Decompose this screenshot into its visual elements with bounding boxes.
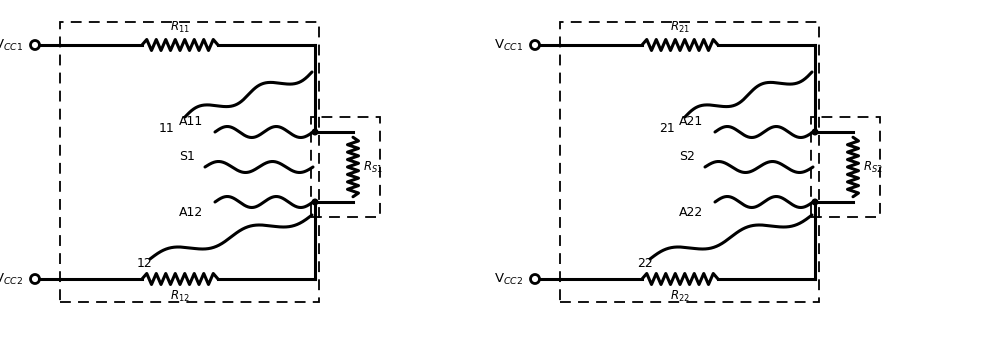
Bar	[311, 117, 380, 217]
Text: S2: S2	[679, 150, 695, 163]
Text: A22: A22	[679, 206, 703, 219]
Text: V$_{CC2}$: V$_{CC2}$	[494, 272, 523, 287]
Text: A12: A12	[179, 206, 203, 219]
Text: V$_{CC1}$: V$_{CC1}$	[494, 38, 523, 53]
Text: A11: A11	[179, 115, 203, 128]
Text: V$_{CC1}$: V$_{CC1}$	[0, 38, 23, 53]
Bar	[811, 117, 880, 217]
Text: 22: 22	[637, 257, 653, 270]
Text: R$_{S2}$: R$_{S2}$	[863, 159, 883, 174]
Text: R$_{22}$: R$_{22}$	[670, 289, 690, 304]
Bar	[60, 22, 319, 302]
Text: R$_{S1}$: R$_{S1}$	[363, 159, 383, 174]
Text: S1: S1	[179, 150, 195, 163]
Text: R$_{21}$: R$_{21}$	[670, 20, 690, 35]
Circle shape	[812, 129, 818, 135]
Text: 11: 11	[159, 122, 175, 135]
Text: R$_{12}$: R$_{12}$	[170, 289, 190, 304]
Circle shape	[312, 129, 318, 135]
Text: 12: 12	[137, 257, 153, 270]
Bar	[560, 22, 819, 302]
Text: 21: 21	[659, 122, 675, 135]
Text: A21: A21	[679, 115, 703, 128]
Circle shape	[812, 199, 818, 205]
Circle shape	[312, 199, 318, 205]
Text: R$_{11}$: R$_{11}$	[170, 20, 190, 35]
Text: V$_{CC2}$: V$_{CC2}$	[0, 272, 23, 287]
